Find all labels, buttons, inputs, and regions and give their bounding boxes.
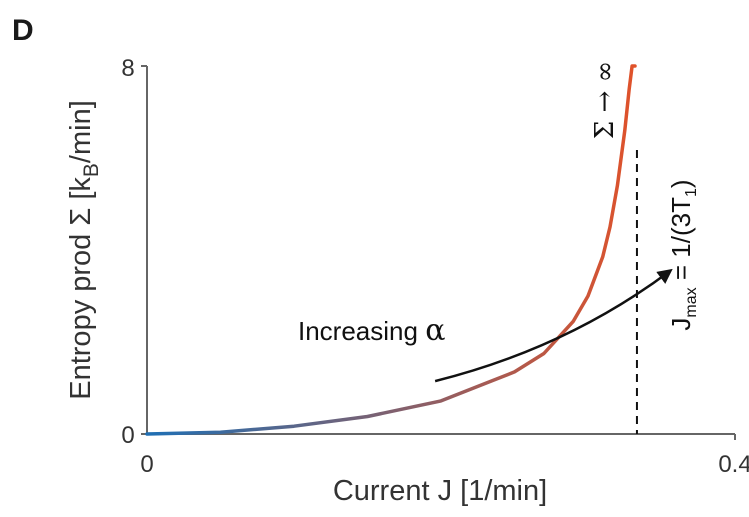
panel-label: D [12, 14, 34, 47]
x-tick-label-left: 0 [140, 451, 153, 478]
x-tick-label-right: 0.4 [718, 451, 749, 478]
y-tick-label-top: 8 [121, 55, 134, 82]
divergence-label: Σ → ∞ [590, 61, 620, 139]
y-axis-title: Entropy prod Σ [kB/min] [65, 100, 103, 400]
jmax-label: Jmax = 1/(3T1) [666, 179, 700, 330]
y-tick-label-bottom: 0 [121, 422, 134, 449]
x-axis-title: Current J [1/min] [333, 475, 547, 507]
series-line [145, 64, 637, 436]
increasing-alpha-label: Increasing α [298, 313, 445, 348]
increasing-alpha-arrow [434, 268, 673, 383]
